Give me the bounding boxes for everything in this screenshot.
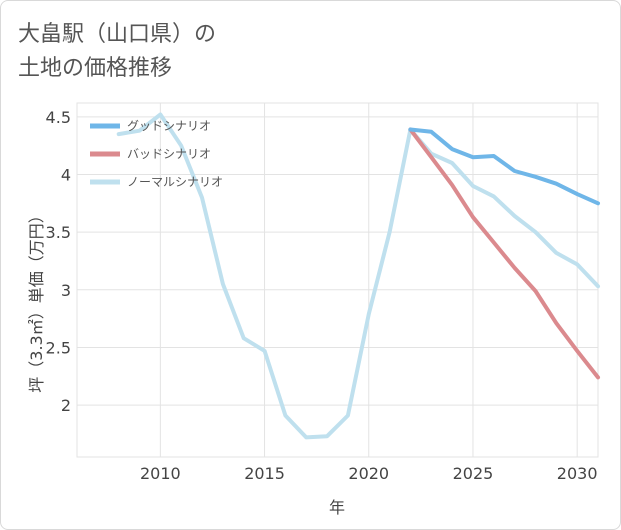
series-lines	[116, 112, 600, 440]
x-tick-label: 2025	[453, 464, 494, 483]
y-axis-ticks: 2 2.5 3 3.5 4 4.5	[46, 108, 71, 415]
chart-title-line-1: 大畠駅（山口県）の	[18, 22, 217, 47]
x-axis-ticks: 2010 2015 2020 2025 2030	[140, 464, 598, 483]
plot-area	[76, 102, 599, 458]
y-tick-label: 4	[61, 165, 71, 184]
chart-title: 大畠駅（山口県）の 土地の価格推移	[18, 18, 216, 86]
legend-label-2[interactable]: ノーマルシナリオ	[127, 175, 223, 189]
y-axis-label: 坪（3.3㎡）単価（万円）	[27, 207, 46, 392]
gridlines	[77, 103, 598, 457]
y-tick-label: 2	[61, 396, 71, 415]
y-tick-label: 4.5	[46, 108, 71, 127]
y-tick-label: 3	[61, 281, 71, 300]
series-line-0	[408, 127, 600, 206]
x-tick-label: 2020	[348, 464, 389, 483]
x-tick-label: 2010	[140, 464, 181, 483]
x-tick-label: 2015	[244, 464, 285, 483]
x-tick-label: 2030	[557, 464, 598, 483]
legend-label-0[interactable]: グッドシナリオ	[127, 119, 211, 133]
legend-label-1[interactable]: バッドシナリオ	[127, 147, 211, 161]
series-line-1	[408, 127, 600, 380]
series-line-2	[116, 112, 600, 440]
x-axis-label: 年	[329, 498, 345, 517]
y-tick-label: 3.5	[46, 223, 71, 242]
y-tick-label: 2.5	[46, 338, 71, 357]
chart-title-line-2: 土地の価格推移	[18, 56, 173, 81]
